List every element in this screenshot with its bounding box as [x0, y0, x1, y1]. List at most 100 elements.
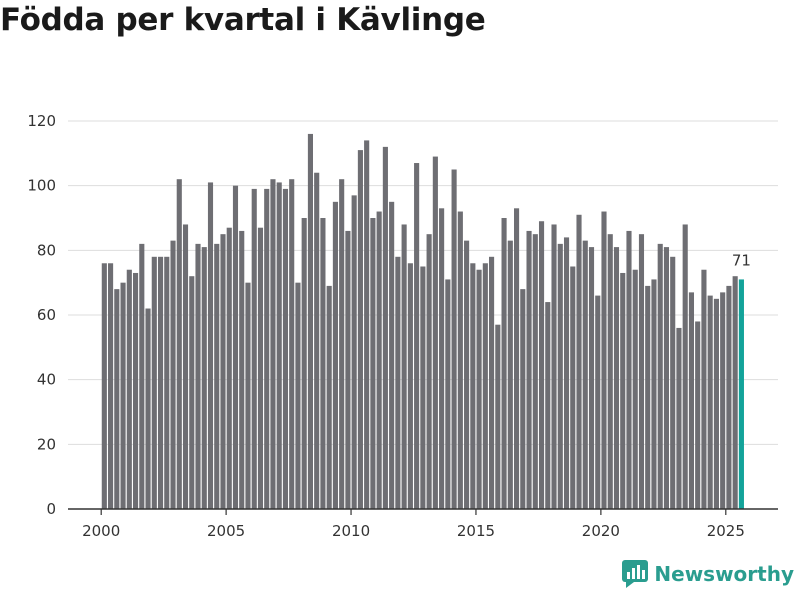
- bar: [370, 218, 376, 509]
- bar: [532, 234, 538, 510]
- bar: [632, 269, 638, 509]
- bar: [732, 276, 738, 509]
- bar: [613, 247, 620, 509]
- bar: [301, 218, 307, 509]
- y-tick-label: 20: [37, 435, 56, 453]
- bar: [651, 279, 657, 509]
- y-tick-label: 60: [37, 306, 56, 324]
- x-tick-label: 2010: [332, 522, 370, 540]
- bar: [482, 263, 488, 509]
- x-tick-label: 2005: [207, 522, 245, 540]
- bar: [239, 230, 245, 509]
- x-tick-label: 2015: [457, 522, 495, 540]
- y-tick-label: 100: [27, 177, 56, 195]
- bar: [520, 289, 526, 509]
- bar: [682, 224, 688, 509]
- bar: [220, 234, 226, 510]
- bar: [164, 256, 170, 509]
- bar: [414, 163, 420, 509]
- bar: [108, 263, 114, 509]
- y-tick-label: 80: [37, 241, 56, 259]
- bar: [257, 227, 264, 509]
- bar: [307, 133, 313, 509]
- bar: [514, 208, 520, 510]
- bar: [407, 263, 413, 509]
- bar: [389, 201, 395, 509]
- bar: [170, 240, 176, 509]
- bar: [545, 302, 551, 509]
- bar: [576, 214, 582, 509]
- bar: [695, 321, 701, 509]
- bar: [588, 247, 595, 509]
- bar: [264, 188, 270, 509]
- bar: [339, 179, 345, 509]
- bar: [457, 211, 463, 509]
- bar-latest: [738, 279, 744, 509]
- x-tick-label: 2000: [82, 522, 120, 540]
- bar: [713, 298, 719, 509]
- bar: [195, 243, 201, 509]
- bar: [563, 237, 570, 509]
- bar: [326, 285, 332, 509]
- bar: [251, 188, 257, 509]
- bar: [357, 150, 363, 509]
- bar: [570, 266, 576, 509]
- bars: [101, 133, 744, 510]
- bar: [132, 272, 139, 509]
- bar: [676, 327, 682, 509]
- bar: [476, 269, 482, 509]
- bar: [470, 263, 476, 509]
- bar: [557, 243, 563, 509]
- bar: [426, 234, 432, 510]
- brand-logo: Newsworthy: [622, 560, 794, 588]
- bar: [626, 230, 632, 509]
- bar: [445, 279, 451, 509]
- bar: [582, 240, 588, 509]
- bar: [351, 195, 357, 509]
- bar: [126, 269, 132, 509]
- bar: [638, 234, 645, 510]
- bar: [182, 224, 189, 509]
- bar: [657, 243, 663, 509]
- bar: [101, 263, 107, 509]
- bar: [526, 230, 532, 509]
- bar: [157, 256, 164, 509]
- bar: [382, 146, 388, 509]
- x-tick-label: 2020: [582, 522, 620, 540]
- bar: [401, 224, 407, 509]
- bar: [289, 179, 295, 509]
- bar: [538, 221, 545, 510]
- bar: [232, 185, 239, 510]
- bar: [670, 256, 676, 509]
- bar: [464, 240, 470, 509]
- bar: [688, 292, 695, 509]
- bar: [332, 201, 338, 509]
- bar: [720, 292, 726, 509]
- bar: [201, 247, 207, 509]
- x-tick-label: 2025: [707, 522, 745, 540]
- bar: [114, 289, 120, 509]
- y-tick-label: 120: [27, 112, 56, 130]
- bar: [663, 247, 670, 509]
- bar: [176, 179, 182, 509]
- bar: [601, 211, 607, 509]
- bar: [707, 295, 713, 509]
- newsworthy-logo-icon: [622, 560, 649, 588]
- bar: [432, 156, 438, 509]
- bar: [270, 179, 276, 509]
- bar: [345, 230, 351, 509]
- bar: [489, 256, 495, 509]
- bar: [620, 272, 626, 509]
- chart-title: Födda per kvartal i Kävlinge: [0, 2, 486, 38]
- bar: [145, 308, 151, 509]
- bar: [120, 282, 126, 509]
- brand-name: Newsworthy: [654, 562, 794, 586]
- bar: [189, 276, 195, 509]
- bar: [214, 243, 220, 509]
- bar: [245, 282, 251, 509]
- data-label-latest: 71: [732, 251, 751, 269]
- bar: [595, 295, 601, 509]
- bar: [226, 227, 232, 509]
- bar: [395, 256, 401, 509]
- bar: [314, 172, 320, 510]
